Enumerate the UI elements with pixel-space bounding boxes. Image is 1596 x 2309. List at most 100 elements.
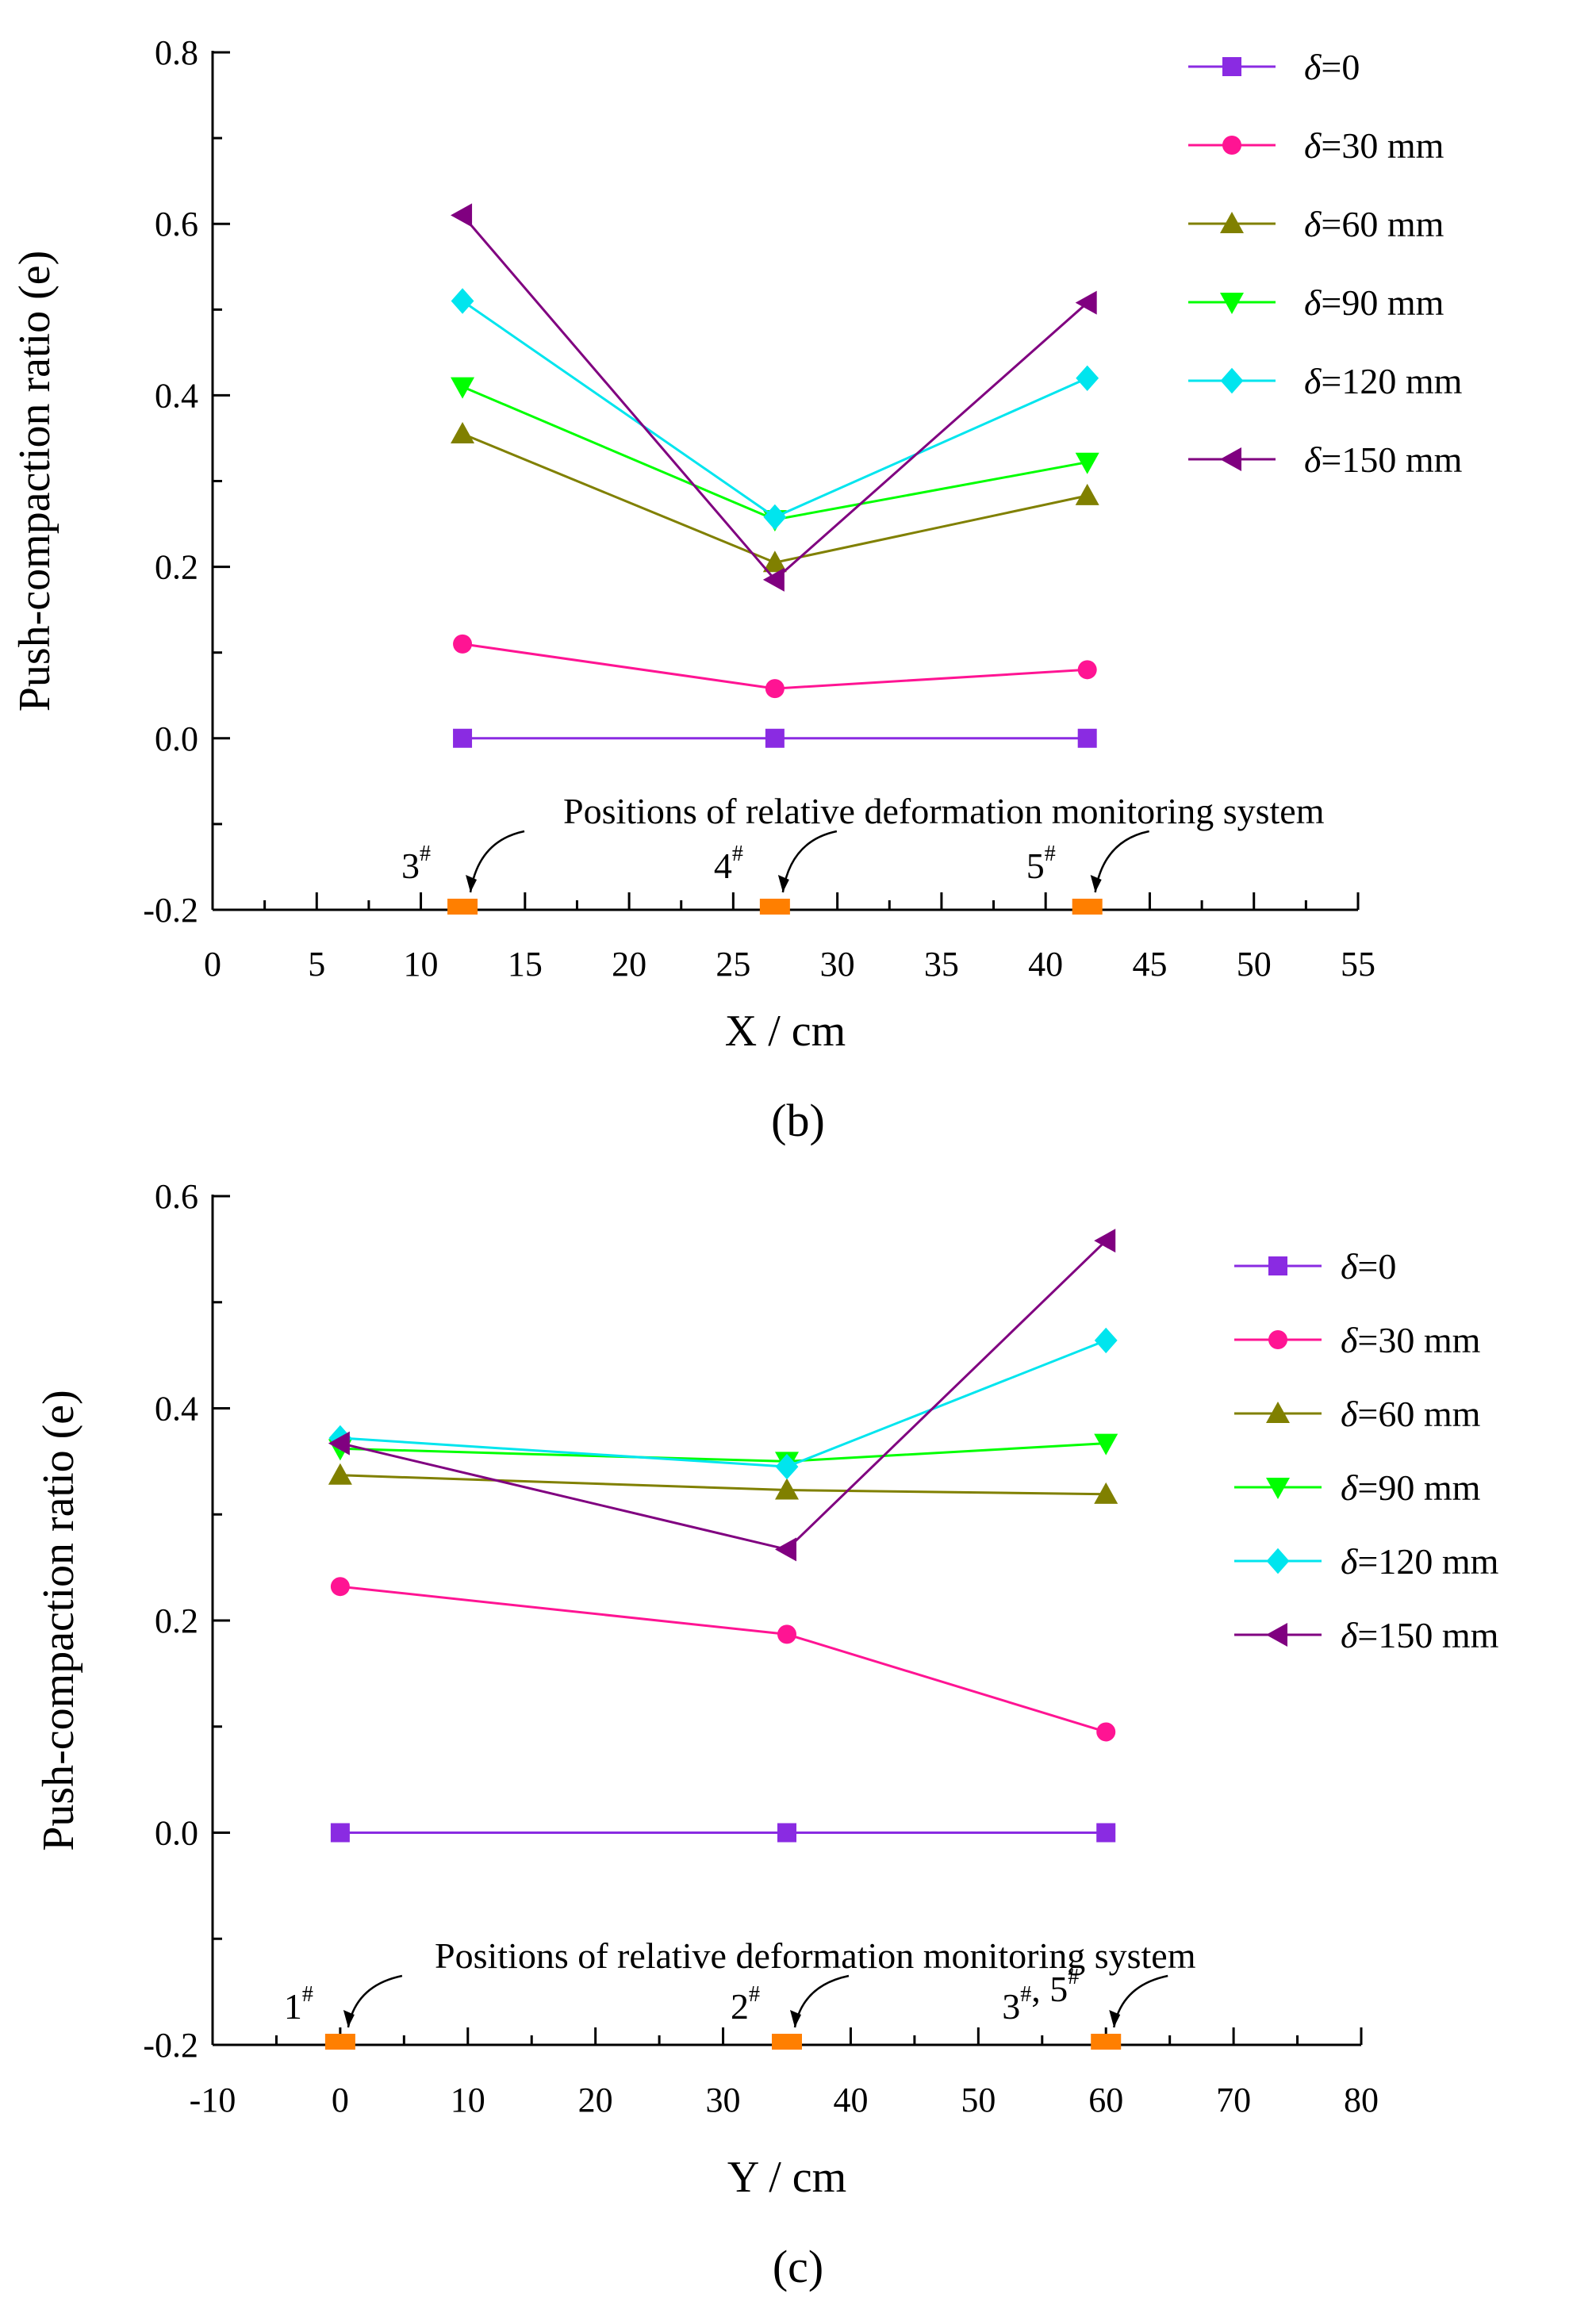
legend-label: =0	[1357, 1246, 1396, 1287]
x-tick-label: 60	[1088, 2081, 1123, 2119]
x-tick-label: 25	[716, 945, 750, 984]
monitor-arrowhead	[1090, 875, 1102, 892]
monitor-marker	[447, 899, 478, 915]
data-point	[1075, 483, 1099, 505]
y-tick-label: 0.8	[155, 33, 198, 72]
monitor-label-text: 1	[284, 1986, 302, 2027]
legend-marker-2	[1220, 212, 1244, 233]
x-tick-label: 30	[820, 945, 855, 984]
monitor-label-text: 3	[1002, 1986, 1020, 2027]
y-tick-label: -0.2	[143, 2026, 198, 2065]
y-tick-label: 0.6	[155, 1177, 198, 1216]
legend-label: =60 mm	[1321, 204, 1444, 244]
legend-symbol: δ	[1341, 1467, 1358, 1508]
legend-marker-4	[1266, 1548, 1290, 1574]
data-point	[330, 1823, 350, 1843]
data-point	[451, 288, 474, 314]
monitor-label: 3#	[401, 842, 431, 886]
legend-symbol: δ	[1341, 1541, 1358, 1582]
legend-symbol: δ	[1304, 47, 1322, 87]
monitor-marker	[759, 899, 790, 915]
x-tick-label: 10	[451, 2081, 485, 2119]
x-tick-label: 10	[404, 945, 439, 984]
legend-label: =30 mm	[1357, 1320, 1480, 1360]
monitor-label: 1#	[284, 1982, 313, 2027]
legend-entry-4: δ=120 mm	[1304, 361, 1463, 401]
legend-marker-2	[1266, 1402, 1290, 1423]
x-tick-label: 35	[924, 945, 959, 984]
monitor-label-sup: #	[302, 1982, 313, 2007]
legend-marker-3	[1266, 1478, 1290, 1499]
x-tick-label: 45	[1132, 945, 1167, 984]
legend-symbol: δ	[1304, 282, 1322, 323]
data-point	[775, 1478, 799, 1500]
x-tick-label: -10	[190, 2081, 236, 2119]
monitor-arrowhead	[343, 2010, 355, 2027]
data-point	[1096, 1823, 1116, 1843]
data-point	[1077, 660, 1097, 680]
x-axis-title: Y / cm	[727, 2153, 846, 2202]
legend-marker-5	[1266, 1623, 1287, 1647]
legend-entry-1: δ=30 mm	[1304, 125, 1444, 166]
data-point	[1094, 1482, 1118, 1504]
legend-marker-1	[1222, 136, 1241, 155]
data-point	[762, 550, 787, 573]
monitor-label-sup: #	[1020, 1982, 1031, 2007]
data-point	[453, 728, 473, 748]
legend-marker-4	[1220, 367, 1244, 394]
x-tick-label: 30	[706, 2081, 741, 2119]
data-point	[453, 634, 473, 654]
legend-label: =30 mm	[1321, 125, 1444, 166]
data-point	[451, 422, 475, 444]
x-tick-label: 20	[612, 945, 646, 984]
y-tick-label: 0.0	[155, 719, 198, 758]
panel-label: (c)	[773, 2241, 823, 2292]
monitor-marker	[1091, 2034, 1122, 2050]
data-point	[1075, 452, 1099, 474]
monitor-label: 4#	[714, 842, 743, 886]
monitor-label-sup: #	[1045, 842, 1056, 866]
data-point	[765, 728, 785, 748]
legend-symbol: δ	[1341, 1615, 1358, 1655]
legend-entry-3: δ=90 mm	[1304, 282, 1444, 323]
legend-entry-3: δ=90 mm	[1341, 1467, 1481, 1508]
legend-marker-0	[1268, 1256, 1287, 1275]
legend-entry-5: δ=150 mm	[1341, 1615, 1499, 1655]
legend-symbol: δ	[1341, 1394, 1358, 1434]
x-tick-label: 0	[204, 945, 221, 984]
y-tick-label: 0.4	[155, 376, 198, 415]
monitor-arrowhead	[1109, 2010, 1121, 2027]
legend-marker-0	[1222, 57, 1241, 76]
x-tick-label: 80	[1344, 2081, 1379, 2119]
legend-entry-1: δ=30 mm	[1341, 1320, 1481, 1360]
y-axis-title: Push-compaction ratio (e)	[10, 251, 59, 712]
legend-entry-4: δ=120 mm	[1341, 1541, 1499, 1582]
y-tick-label: 0.2	[155, 548, 198, 587]
monitor-arrowhead	[466, 875, 478, 892]
monitor-label-sup: #	[749, 1982, 760, 2007]
data-point	[775, 1453, 799, 1480]
monitor-annotation: Positions of relative deformation monito…	[435, 1935, 1196, 1976]
x-tick-label: 50	[1237, 945, 1272, 984]
legend-entry-2: δ=60 mm	[1341, 1394, 1481, 1434]
panel-label: (b)	[771, 1095, 825, 1146]
legend-label: =120 mm	[1321, 361, 1462, 401]
y-tick-label: 0.4	[155, 1390, 198, 1429]
monitor-marker	[324, 2034, 355, 2050]
x-tick-label: 0	[332, 2081, 349, 2119]
data-point	[1096, 1722, 1116, 1742]
data-point	[1075, 290, 1097, 315]
x-tick-label: 40	[833, 2081, 868, 2119]
data-point	[1076, 365, 1099, 391]
monitor-label-text: 5	[1026, 846, 1045, 886]
monitor-label: 2#	[731, 1982, 760, 2027]
y-tick-label: -0.2	[143, 891, 198, 930]
monitor-label-text: 4	[714, 846, 732, 886]
legend-symbol: δ	[1341, 1320, 1358, 1360]
y-tick-label: 0.2	[155, 1601, 198, 1640]
legend-label: =120 mm	[1357, 1541, 1498, 1582]
monitor-label-sup: #	[420, 842, 431, 866]
data-point	[1094, 1327, 1118, 1354]
